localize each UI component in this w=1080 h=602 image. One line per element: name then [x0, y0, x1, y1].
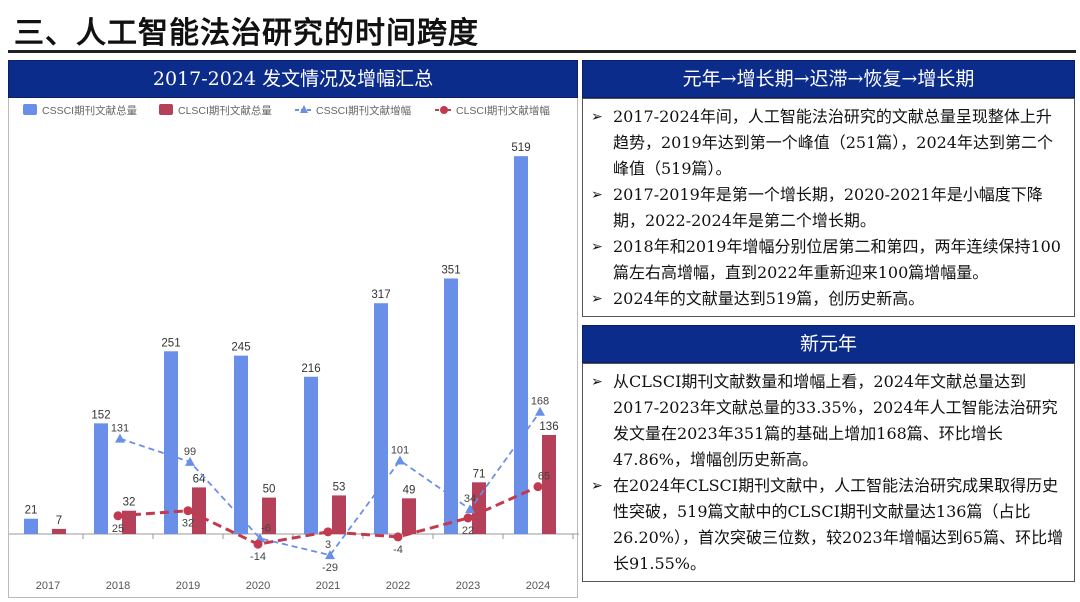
- legend-label: CSSCI期刊文献增幅: [316, 104, 411, 117]
- cssci-bar: [514, 156, 528, 534]
- growth-value-label: 32: [182, 518, 194, 530]
- growth-value-label: -4: [393, 544, 403, 556]
- bar-value-label: 53: [333, 481, 346, 493]
- cssci-growth-point: [185, 456, 195, 466]
- cssci-bar: [24, 518, 38, 534]
- legend-label: CLSCI期刊文献总量: [178, 104, 272, 117]
- chart: CSSCI期刊文献总量 CLSCI期刊文献总量 CSSCI期刊文献增幅 CLSCI期刊…: [9, 104, 579, 592]
- growth-value-label: 168: [531, 396, 549, 408]
- chart-header: 2017-2024 发文情况及增幅汇总: [8, 60, 578, 98]
- legend-swatch: [159, 104, 173, 115]
- clsci-bar: [332, 495, 346, 534]
- clsci-growth-point: [533, 482, 543, 492]
- clsci-growth-point: [393, 532, 403, 542]
- x-tick-label: 2019: [176, 580, 200, 592]
- legend-swatch: [23, 104, 37, 115]
- bar-value-label: 32: [123, 497, 136, 509]
- bar-value-label: 317: [371, 289, 390, 301]
- chart-column: 2017-2024 发文情况及增幅汇总 CSSCI期刊文献总量 CLSCI期刊文献…: [8, 60, 579, 598]
- x-tick-label: 2022: [386, 580, 410, 592]
- bar-value-label: 50: [263, 484, 276, 496]
- legend-triangle-icon: [300, 105, 308, 113]
- bullet-item: 在2024年CLSCI期刊文献中，人工智能法治研究成果取得历史性突破，519篇文…: [591, 473, 1066, 577]
- x-tick-label: 2024: [526, 580, 550, 592]
- growth-value-label: 101: [391, 444, 409, 456]
- summary-header: 元年→增长期→迟滞→恢复→增长期: [582, 60, 1075, 98]
- growth-value-label: -6: [261, 522, 271, 534]
- bullet-item: 2017-2024年间，人工智能法治研究的文献总量呈现整体上升趋势，2019年达…: [591, 104, 1066, 182]
- growth-value-label: 3: [325, 539, 331, 551]
- x-tick-label: 2023: [456, 580, 480, 592]
- growth-value-label: 22: [462, 525, 474, 537]
- clsci-growth-point: [323, 527, 333, 537]
- bar-value-label: 136: [539, 421, 558, 433]
- x-tick-label: 2021: [316, 580, 340, 592]
- clsci-growth-point: [463, 513, 473, 523]
- bar-value-label: 519: [511, 142, 530, 154]
- title-divider: [8, 50, 1076, 53]
- cssci-growth-point: [115, 433, 125, 443]
- x-tick-label: 2017: [36, 580, 60, 592]
- cssci-growth-point: [325, 550, 335, 560]
- cssci-bar: [94, 423, 108, 534]
- text-column: 元年→增长期→迟滞→恢复→增长期 2017-2024年间，人工智能法治研究的文献…: [582, 60, 1075, 582]
- x-tick-label: 2018: [106, 580, 130, 592]
- bar-value-label: 216: [301, 363, 320, 375]
- chart-panel: CSSCI期刊文献总量 CLSCI期刊文献总量 CSSCI期刊文献增幅 CLSCI期刊…: [8, 98, 579, 598]
- cssci-growth-point: [535, 406, 545, 416]
- new-era-header: 新元年: [582, 325, 1075, 363]
- legend-label: CSSCI期刊文献总量: [42, 104, 138, 117]
- clsci-bar: [472, 482, 486, 534]
- page-title: 三、人工智能法治研究的时间跨度: [14, 16, 479, 51]
- new-era-list: 从CLSCI期刊文献数量和增幅上看，2024年文献总量达到2017-2023年文…: [582, 363, 1075, 582]
- growth-value-label: 25: [112, 523, 124, 535]
- bar-value-label: 21: [25, 505, 38, 517]
- bullet-item: 2024年的文献量达到519篇，创历史新高。: [591, 286, 1066, 312]
- clsci-bar: [542, 434, 556, 534]
- cssci-bar: [444, 278, 458, 534]
- bar-value-label: 351: [441, 264, 460, 276]
- growth-value-label: 131: [111, 423, 129, 435]
- growth-value-label: 34: [464, 493, 476, 505]
- cssci-bar: [234, 355, 248, 534]
- bullet-item: 2017-2019年是第一个增长期，2020-2021年是小幅度下降期，2022…: [591, 182, 1066, 234]
- cssci-growth-point: [395, 455, 405, 465]
- clsci-growth-point: [113, 511, 123, 521]
- clsci-bar: [52, 528, 66, 534]
- legend-label: CLSCI期刊文献增幅: [456, 104, 550, 117]
- growth-value-label: -29: [322, 562, 338, 574]
- growth-value-label: -14: [250, 551, 266, 563]
- cssci-bar: [374, 303, 388, 534]
- growth-value-label: 65: [538, 471, 550, 483]
- summary-list: 2017-2024年间，人工智能法治研究的文献总量呈现整体上升趋势，2019年达…: [582, 98, 1075, 317]
- clsci-bar: [192, 487, 206, 534]
- bar-value-label: 245: [231, 342, 250, 354]
- cssci-bar: [164, 351, 178, 534]
- bullet-item: 从CLSCI期刊文献数量和增幅上看，2024年文献总量达到2017-2023年文…: [591, 369, 1066, 473]
- bar-value-label: 64: [193, 473, 206, 485]
- clsci-growth-point: [183, 506, 193, 516]
- bar-value-label: 71: [473, 468, 486, 480]
- x-tick-label: 2020: [246, 580, 270, 592]
- bar-value-label: 251: [161, 337, 180, 349]
- bar-value-label: 152: [91, 409, 110, 421]
- clsci-bar: [262, 497, 276, 534]
- bullet-item: 2018年和2019年增幅分别位居第二和第四，两年连续保持100篇左右高增幅，直…: [591, 234, 1066, 286]
- bar-value-label: 49: [403, 484, 416, 496]
- cssci-growth-point: [465, 504, 475, 514]
- growth-value-label: 99: [184, 446, 196, 458]
- clsci-growth-point: [253, 539, 263, 549]
- cssci-bar: [304, 376, 318, 534]
- bar-value-label: 7: [56, 515, 62, 527]
- legend-dot-icon: [440, 106, 448, 114]
- clsci-bar: [402, 498, 416, 534]
